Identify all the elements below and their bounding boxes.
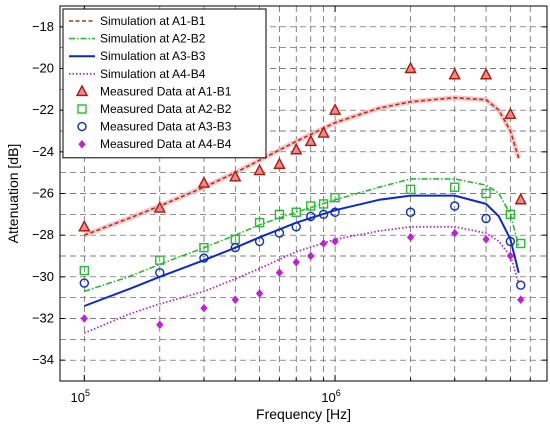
legend-entry-label: Simulation at A4-B4 xyxy=(100,67,206,81)
data-point xyxy=(230,242,240,253)
legend-entry-label: Measured Data at A1-B1 xyxy=(100,84,232,98)
y-axis-label: Attenuation [dB] xyxy=(5,144,21,244)
data-point xyxy=(330,192,340,203)
x-tick-label: 105 xyxy=(71,388,90,405)
data-point xyxy=(200,303,208,313)
legend-entry-label: Simulation at A1-B1 xyxy=(100,14,206,28)
data-point xyxy=(253,163,266,176)
data-point xyxy=(451,228,459,238)
series-line-3 xyxy=(83,194,520,307)
data-point xyxy=(79,278,90,288)
data-point xyxy=(273,157,286,170)
data-point xyxy=(306,211,316,222)
data-point xyxy=(229,169,242,182)
data-point xyxy=(482,235,490,244)
data-point xyxy=(331,237,339,246)
data-point xyxy=(479,67,493,80)
legend-swatch xyxy=(75,84,89,97)
legend-entry-label: Measured Data at A3-B3 xyxy=(100,120,232,134)
data-point xyxy=(481,188,491,199)
series-markers xyxy=(78,61,527,330)
data-point xyxy=(506,251,515,261)
legend-entry-label: Measured Data at A4-B4 xyxy=(100,137,232,151)
data-point xyxy=(255,289,264,298)
data-point xyxy=(199,253,209,263)
data-point xyxy=(516,280,526,290)
series-line-1 xyxy=(84,96,520,236)
legend-entry-label: Simulation at A2-B2 xyxy=(100,32,206,46)
y-tick-label: −28 xyxy=(32,227,54,242)
data-point xyxy=(405,184,416,195)
data-point xyxy=(504,107,517,120)
data-point xyxy=(404,61,417,74)
data-point xyxy=(79,265,90,276)
data-point xyxy=(153,201,166,213)
axis-ticks: −34 −32 −30 −28 −26 −24 −22 −20 −18 105 106 xyxy=(32,6,547,405)
data-point xyxy=(318,209,329,220)
y-tick-label: −20 xyxy=(32,61,54,76)
legend-swatch xyxy=(78,139,86,149)
data-point xyxy=(514,192,527,205)
data-point xyxy=(306,201,316,211)
data-point xyxy=(156,320,164,330)
y-tick-label: −34 xyxy=(32,352,54,367)
data-point xyxy=(505,209,516,220)
data-point xyxy=(448,67,461,80)
data-point xyxy=(317,126,330,138)
y-tick-label: −24 xyxy=(32,144,54,159)
x-axis-label: Frequency [Hz] xyxy=(256,406,351,422)
data-point xyxy=(78,219,91,232)
data-point xyxy=(155,255,165,265)
data-point xyxy=(405,207,416,217)
y-tick-label: −30 xyxy=(32,269,54,284)
series-lines xyxy=(83,95,522,334)
data-point xyxy=(290,142,303,155)
legend-box xyxy=(62,8,267,159)
data-point xyxy=(450,182,460,192)
data-point xyxy=(516,238,526,249)
data-point xyxy=(328,103,342,115)
y-tick-label: −18 xyxy=(32,19,54,34)
data-point xyxy=(481,213,491,224)
legend-swatch xyxy=(77,104,87,114)
data-point xyxy=(319,239,328,248)
y-tick-label: −32 xyxy=(32,311,54,326)
data-point xyxy=(274,228,285,238)
data-point xyxy=(275,268,284,277)
data-point xyxy=(505,236,516,247)
data-point xyxy=(254,236,265,247)
data-point xyxy=(330,207,340,217)
data-point xyxy=(307,251,315,261)
y-tick-label: −26 xyxy=(32,186,54,201)
legend-entry-label: Measured Data at A2-B2 xyxy=(100,102,232,116)
legend: Simulation at A1-B1 Simulation at A2-B2 Si… xyxy=(62,8,267,159)
data-point xyxy=(291,222,301,232)
series-line-4 xyxy=(83,225,520,334)
data-point xyxy=(291,207,301,217)
legend-swatch xyxy=(77,121,87,132)
x-tick-label: 106 xyxy=(321,388,340,405)
data-point xyxy=(304,134,317,147)
data-point xyxy=(199,242,209,253)
data-point xyxy=(197,176,211,188)
data-point xyxy=(450,201,460,211)
data-point xyxy=(274,209,285,220)
data-point xyxy=(406,232,415,242)
data-point xyxy=(254,217,265,228)
data-point xyxy=(292,257,300,267)
series-line-2 xyxy=(84,178,520,293)
data-point xyxy=(318,199,329,209)
data-point xyxy=(231,295,239,305)
y-tick-label: −22 xyxy=(32,102,54,117)
legend-entry-label: Simulation at A3-B3 xyxy=(100,49,206,63)
data-point xyxy=(517,295,525,305)
data-point xyxy=(80,314,88,323)
data-point xyxy=(155,267,165,278)
